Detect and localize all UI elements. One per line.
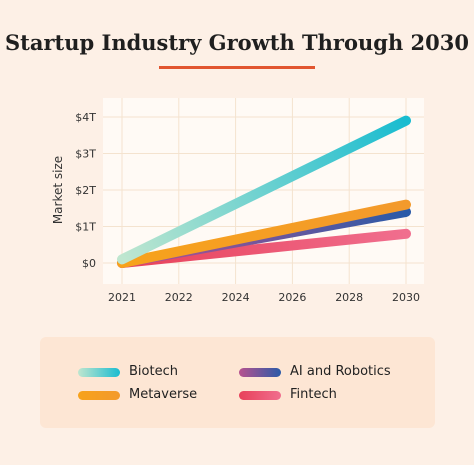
title-underline [159,66,315,69]
axis-labels: $0 $1T $2T $3T $4T 2021 2022 2024 2026 2028 2030 Ma… [51,111,420,304]
legend-swatch-metaverse [78,391,120,400]
legend-label: AI and Robotics [290,364,391,379]
legend-swatch-ai-and-robotics [239,368,281,377]
series-line-metaverse [117,199,411,268]
x-tick-label: 2022 [165,291,193,304]
x-tick-label: 2024 [222,291,250,304]
x-tick-label: 2021 [108,291,136,304]
y-tick-label: $3T [75,148,96,161]
chart-title: Startup Industry Growth Through 2030 [5,30,469,55]
legend: Biotech Metaverse AI and Robotics Fintec… [40,337,435,428]
series-line-biotech [117,115,411,265]
legend-label: Fintech [290,387,337,402]
x-tick-label: 2030 [392,291,420,304]
legend-swatch-fintech [239,391,281,400]
legend-label: Metaverse [129,387,198,402]
grid-lines [103,98,424,284]
x-tick-label: 2028 [335,291,363,304]
y-tick-label: $2T [75,184,96,197]
y-axis-title: Market size [51,156,65,224]
x-tick-label: 2026 [278,291,306,304]
series-lines [117,115,411,268]
legend-swatch-biotech [78,368,120,377]
y-tick-label: $4T [75,111,96,124]
y-tick-label: $0 [82,257,96,270]
legend-label: Biotech [129,364,178,379]
y-tick-label: $1T [75,221,96,234]
